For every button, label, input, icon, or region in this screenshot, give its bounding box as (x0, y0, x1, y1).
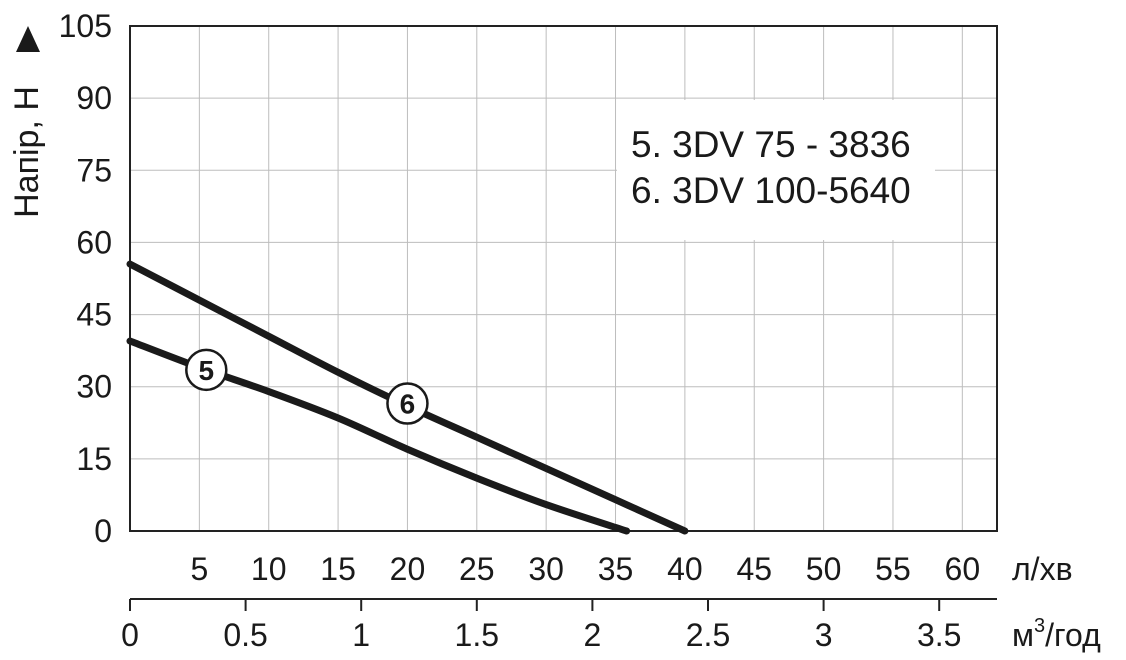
y-axis-label: Напір, Н (8, 86, 46, 218)
legend: 5. 3DV 75 - 3836 6. 3DV 100-5640 (617, 100, 935, 240)
series-marker-label-5: 5 (199, 355, 215, 386)
series-marker-5 (185, 348, 228, 392)
y-tick-label: 45 (76, 297, 112, 333)
x-tick-label: 20 (390, 551, 426, 587)
y-tick-labels: 0 15 30 45 60 75 90 105 (59, 8, 112, 549)
x-axis-primary-unit: л/хв (1012, 551, 1073, 587)
x2-tick-label: 3.5 (917, 617, 961, 653)
x-tick-label: 30 (528, 551, 564, 587)
plot-frame (129, 25, 998, 532)
x-tick-label: 60 (945, 551, 981, 587)
x-tick-label: 45 (736, 551, 772, 587)
x-tick-label: 10 (251, 551, 287, 587)
series-marker-6 (386, 382, 429, 425)
x2-tick-label: 2.5 (686, 617, 730, 653)
x2-tick-label: 1.5 (455, 617, 499, 653)
x-axis-secondary-unit: м3/год (1012, 615, 1101, 653)
x2-tick-label: 3 (815, 617, 833, 653)
series-marker-label-6: 6 (400, 389, 416, 420)
up-triangle-icon (16, 26, 40, 52)
x-tick-label: 35 (598, 551, 634, 587)
y-tick-label: 0 (94, 513, 112, 549)
x-tick-label: 55 (875, 551, 911, 587)
x-axis-secondary: 0 0.5 1 1.5 2 2.5 3 3.5 (121, 598, 997, 653)
y-tick-label: 105 (59, 8, 112, 44)
x2-tick-label: 0 (121, 617, 139, 653)
legend-entry-6: 6. 3DV 100-5640 (631, 170, 911, 211)
x-tick-labels-primary: 5 10 15 20 25 30 35 40 45 50 55 60 (190, 551, 980, 587)
y-tick-label: 75 (76, 152, 112, 188)
x-tick-label: 5 (190, 551, 208, 587)
y-tick-label: 60 (76, 224, 112, 260)
y-tick-label: 90 (76, 80, 112, 116)
x-tick-label: 50 (806, 551, 842, 587)
y-tick-label: 30 (76, 369, 112, 405)
legend-entry-5: 5. 3DV 75 - 3836 (631, 124, 911, 165)
marker-layer: 56 (185, 348, 429, 425)
x-tick-label: 25 (459, 551, 495, 587)
x2-tick-label: 0.5 (223, 617, 267, 653)
x2-tick-label: 2 (584, 617, 602, 653)
x2-tick-label: 1 (352, 617, 370, 653)
x-tick-label: 40 (667, 551, 703, 587)
y-tick-label: 15 (76, 441, 112, 477)
x-tick-label: 15 (320, 551, 356, 587)
legend-box (617, 100, 935, 240)
